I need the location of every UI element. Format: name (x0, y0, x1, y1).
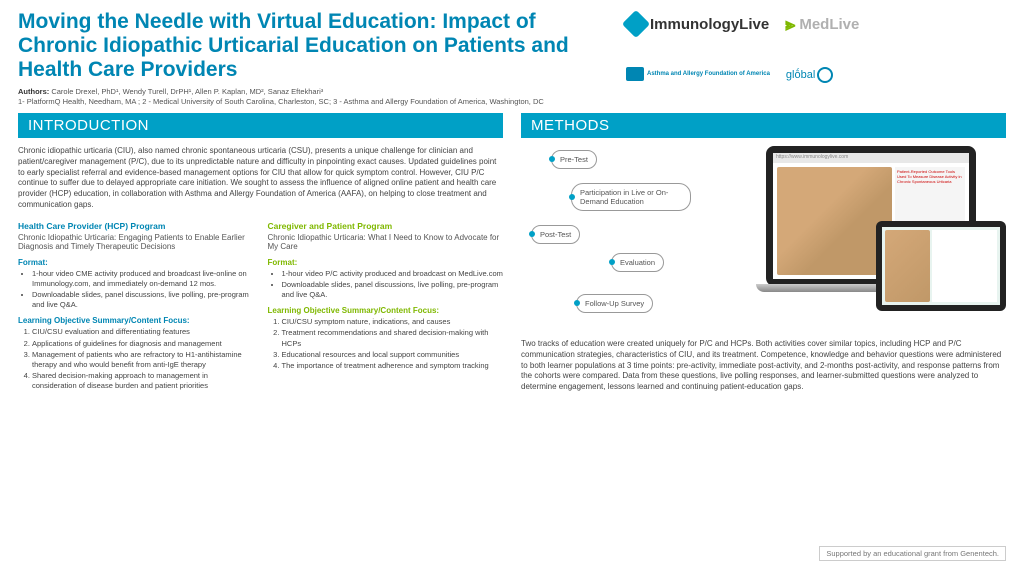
medlive-logo: ⫸MedLive (785, 14, 859, 35)
diamond-icon (622, 10, 650, 38)
methods-heading: METHODS (521, 113, 1006, 138)
hcp-format-list: 1-hour video CME activity produced and b… (18, 269, 254, 311)
patient-title: Caregiver and Patient Program (268, 221, 504, 231)
aafa-text: Asthma and Allergy Foundation of America (647, 71, 770, 77)
tablet-mockup (876, 221, 1006, 311)
global-text: glṓbal (786, 69, 815, 81)
list-item: CIU/CSU symptom nature, indications, and… (282, 317, 504, 327)
patient-objectives: CIU/CSU symptom nature, indications, and… (268, 317, 504, 371)
tablet-screen (882, 227, 1000, 305)
medlive-text: MedLive (799, 16, 859, 33)
title-block: Moving the Needle with Virtual Education… (18, 10, 626, 107)
intro-heading: INTRODUCTION (18, 113, 503, 138)
tablet-video (885, 230, 930, 302)
list-item: Management of patients who are refractor… (32, 350, 254, 370)
methods-body: Pre-Test Participation in Live or On-Dem… (521, 146, 1006, 331)
list-item: Downloadable slides, panel discussions, … (282, 280, 504, 300)
flow-label: Post-Test (540, 230, 571, 239)
flow-label: Follow-Up Survey (585, 299, 644, 308)
list-item: The importance of treatment adherence an… (282, 361, 504, 371)
list-item: Shared decision-making approach to manag… (32, 371, 254, 391)
dot-icon (549, 156, 555, 162)
dot-icon (569, 194, 575, 200)
arrows-icon: ⫸ (785, 14, 795, 35)
aafa-icon (626, 67, 644, 81)
patient-subtitle: Chronic Idiopathic Urticaria: What I Nee… (268, 233, 504, 252)
tablet-panel (932, 230, 997, 302)
flow-node: Post-Test (531, 225, 580, 244)
patient-format-label: Format: (268, 258, 504, 267)
patient-format-list: 1-hour video P/C activity produced and b… (268, 269, 504, 300)
flow-label: Evaluation (620, 258, 655, 267)
patient-program: Caregiver and Patient Program Chronic Id… (268, 221, 504, 397)
flow-label: Participation in Live or On-Demand Educa… (580, 188, 668, 206)
hcp-obj-label: Learning Objective Summary/Content Focus… (18, 316, 254, 325)
flow-diagram: Pre-Test Participation in Live or On-Dem… (521, 146, 691, 331)
authors-label: Authors: (18, 87, 49, 96)
flow-node: Evaluation (611, 253, 664, 272)
logos: ImmunologyLive ⫸MedLive Asthma and Aller… (626, 10, 1006, 107)
flow-label: Pre-Test (560, 155, 588, 164)
methods-column: METHODS Pre-Test Participation in Live o… (521, 113, 1006, 397)
hcp-program: Health Care Provider (HCP) Program Chron… (18, 221, 254, 397)
immunology-text: ImmunologyLive (650, 16, 769, 33)
patient-obj-label: Learning Objective Summary/Content Focus… (268, 306, 504, 315)
list-item: CIU/CSU evaluation and differentiating f… (32, 327, 254, 337)
dot-icon (574, 300, 580, 306)
hcp-objectives: CIU/CSU evaluation and differentiating f… (18, 327, 254, 391)
device-mockups: https://www.immunologylive.com Patient-R… (701, 146, 1006, 306)
list-item: Treatment recommendations and shared dec… (282, 328, 504, 348)
poster-title: Moving the Needle with Virtual Education… (18, 10, 606, 82)
list-item: Educational resources and local support … (282, 350, 504, 360)
intro-text: Chronic idiopathic urticaria (CIU), also… (18, 146, 503, 211)
grant-notice: Supported by an educational grant from G… (819, 546, 1006, 561)
immunologylive-logo: ImmunologyLive (626, 14, 769, 34)
hcp-title: Health Care Provider (HCP) Program (18, 221, 254, 231)
global-logo: glṓbal (786, 67, 833, 83)
flow-node: Follow-Up Survey (576, 294, 653, 313)
presenter-video (777, 167, 892, 275)
columns: INTRODUCTION Chronic idiopathic urticari… (0, 113, 1024, 397)
list-item: Downloadable slides, panel discussions, … (32, 290, 254, 310)
programs: Health Care Provider (HCP) Program Chron… (18, 221, 503, 397)
aafa-logo: Asthma and Allergy Foundation of America (626, 67, 770, 81)
list-item: 1-hour video P/C activity produced and b… (282, 269, 504, 279)
dot-icon (609, 259, 615, 265)
authors-list: Carole Drexel, PhD¹, Wendy Turell, DrPH¹… (51, 87, 323, 96)
dot-icon (529, 231, 535, 237)
list-item: 1-hour video CME activity produced and b… (32, 269, 254, 289)
introduction-column: INTRODUCTION Chronic idiopathic urticari… (18, 113, 503, 397)
flow-node: Participation in Live or On-Demand Educa… (571, 183, 691, 211)
header: Moving the Needle with Virtual Education… (0, 0, 1024, 113)
flow-node: Pre-Test (551, 150, 597, 169)
methods-text: Two tracks of education were created uni… (521, 339, 1006, 393)
hcp-subtitle: Chronic Idiopathic Urticaria: Engaging P… (18, 233, 254, 252)
browser-bar: https://www.immunologylive.com (773, 153, 969, 163)
authors: Authors: Carole Drexel, PhD¹, Wendy Ture… (18, 87, 606, 107)
hcp-format-label: Format: (18, 258, 254, 267)
globe-icon (817, 67, 833, 83)
affiliations: 1- PlatformQ Health, Needham, MA ; 2 - M… (18, 97, 544, 106)
list-item: Applications of guidelines for diagnosis… (32, 339, 254, 349)
